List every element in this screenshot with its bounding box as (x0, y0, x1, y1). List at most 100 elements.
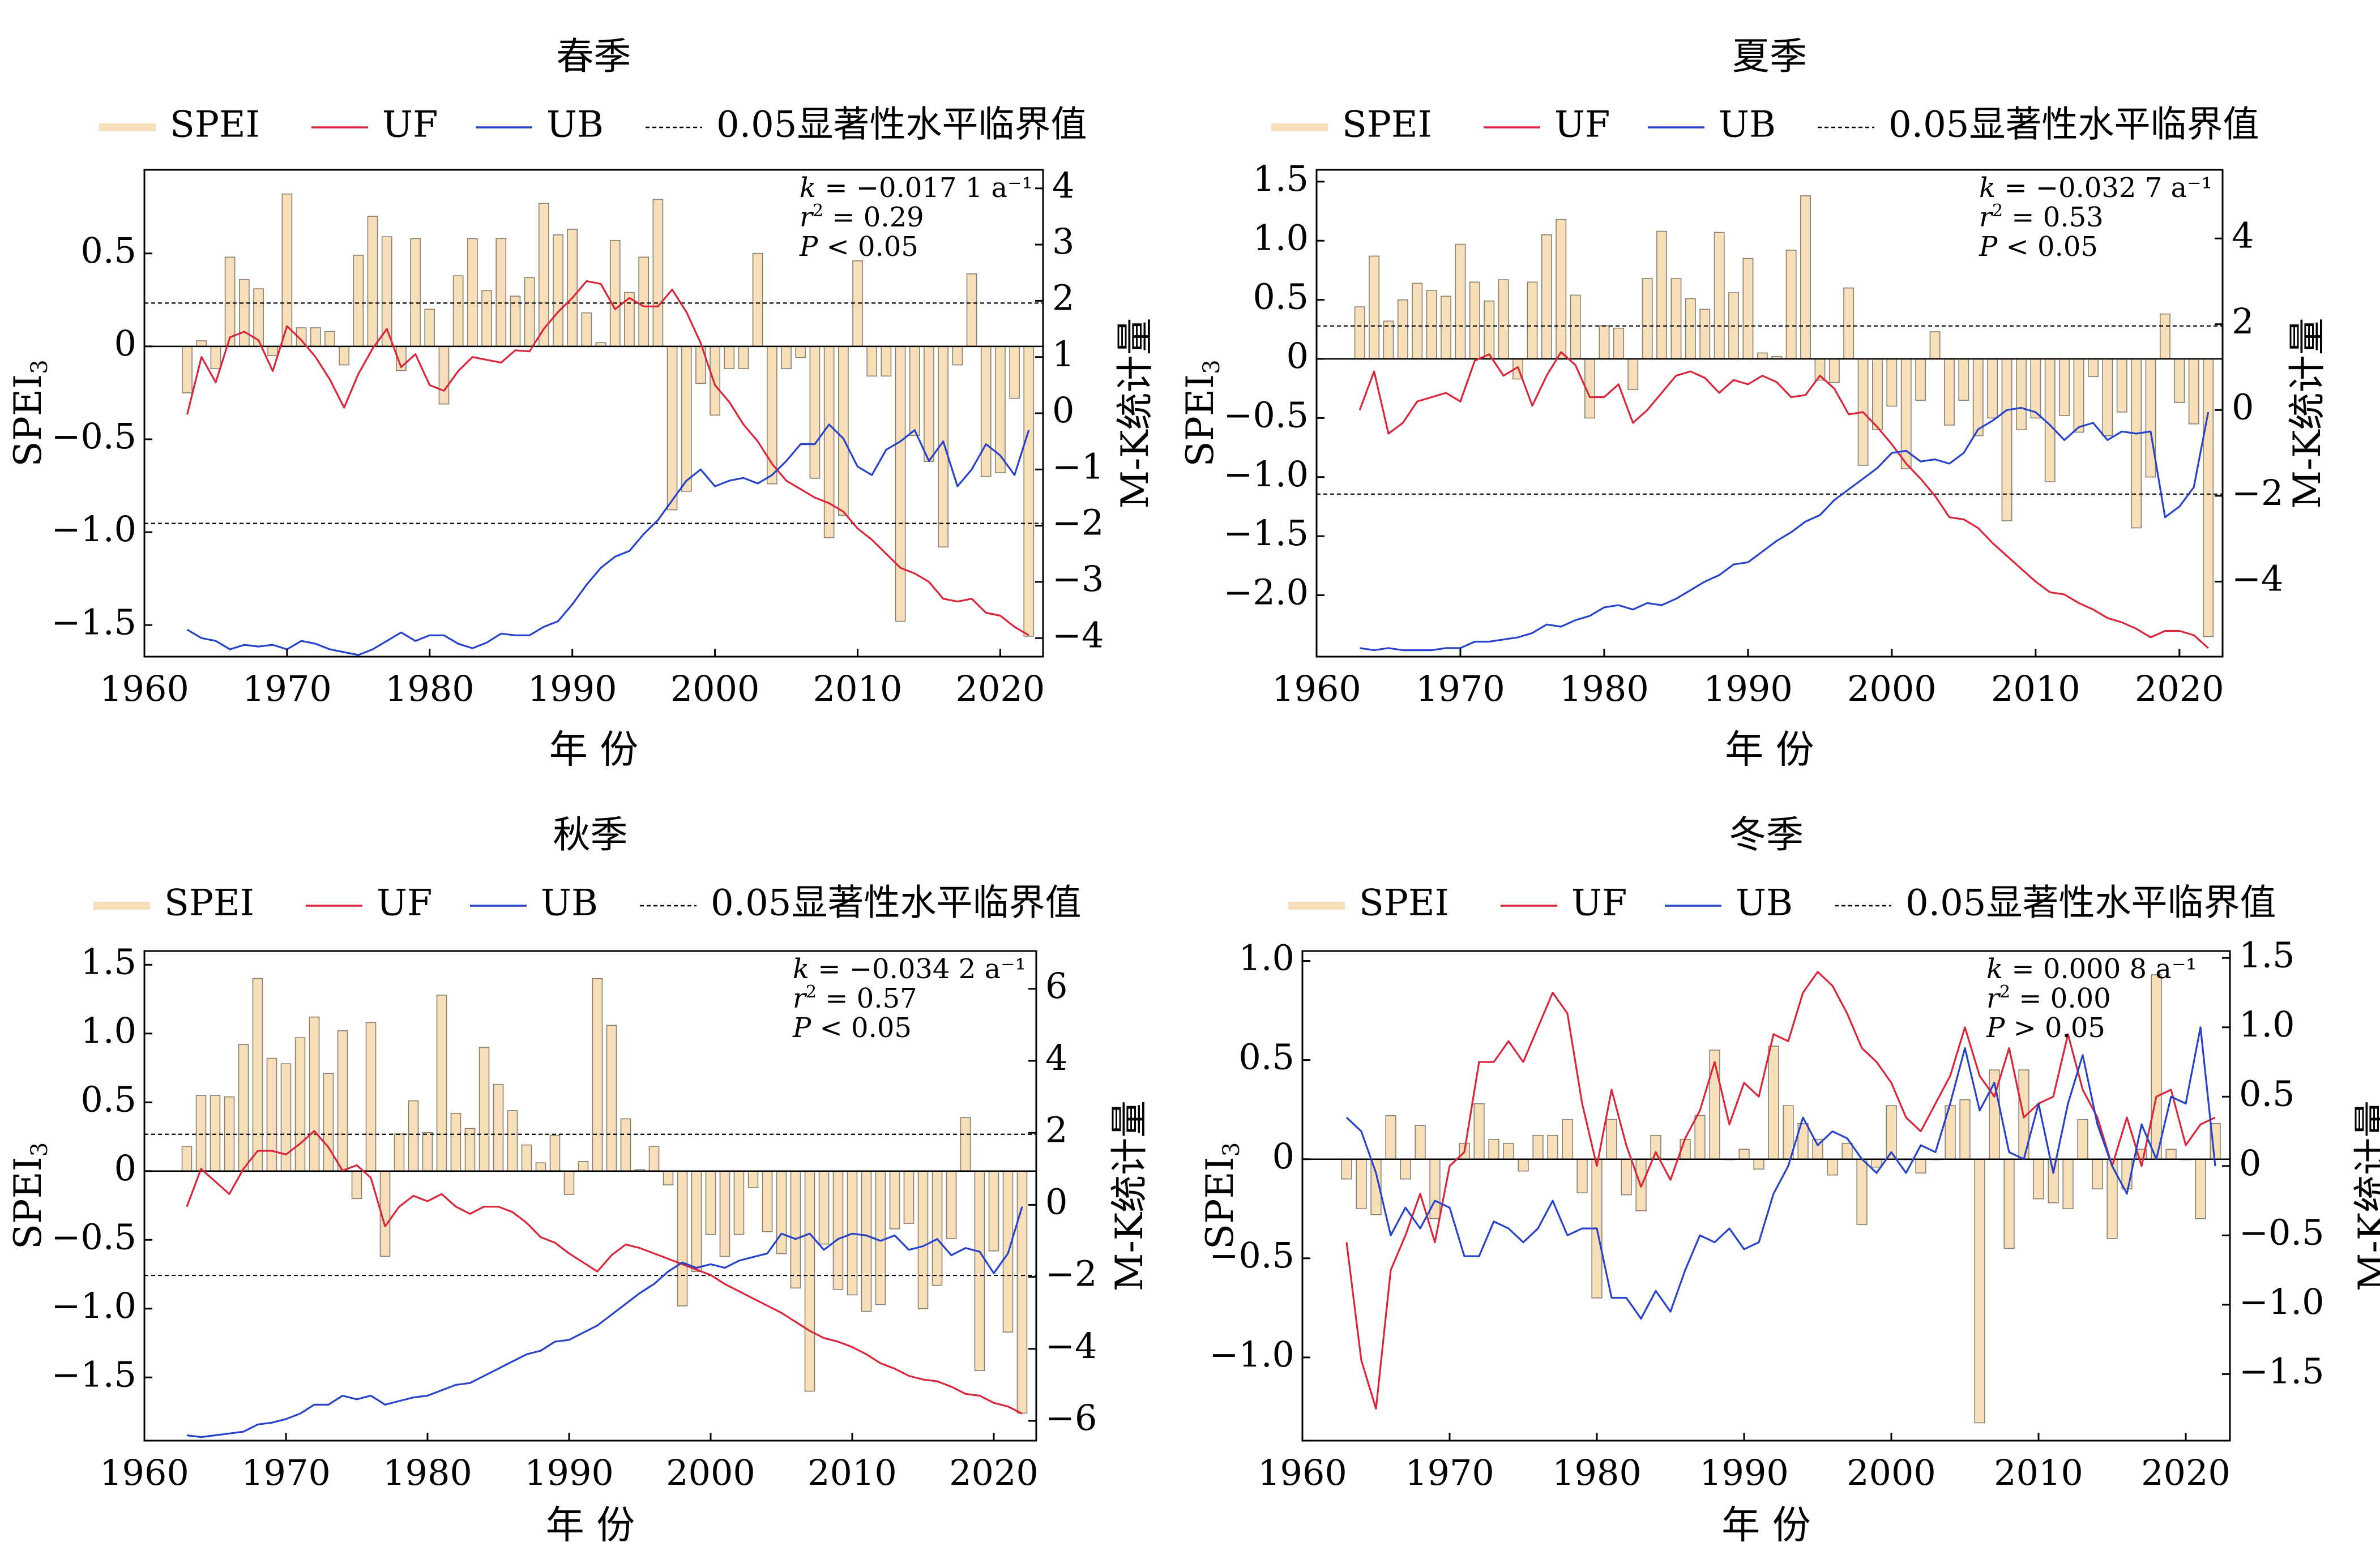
chart-title: 夏季 (1732, 35, 1807, 78)
spei-bar (310, 327, 321, 347)
plot-frame (143, 950, 1037, 1442)
y-left-tick-label: −1.5 (51, 1353, 136, 1395)
spei-bar (2160, 313, 2170, 359)
spei-bar (1429, 1158, 1441, 1219)
stat-r2: r2 = 0.00 (1986, 982, 2111, 1014)
y-left-tick-label: −0.5 (1223, 394, 1309, 435)
y-left-label-main: SPEI (6, 374, 50, 467)
spei-bar (804, 1171, 815, 1392)
spei-bar (339, 345, 349, 366)
legend-label-spei: SPEI (164, 883, 254, 924)
stats-annotation: k = −0.034 2 a⁻¹r2 = 0.57P < 0.05 (792, 953, 1026, 1044)
spei-bar (365, 1022, 377, 1172)
spei-bar (436, 995, 447, 1172)
x-tick-label: 1970 (241, 1452, 331, 1493)
spei-bar (1656, 230, 1667, 359)
spei-bar (467, 238, 478, 347)
stat-r2: r2 = 0.53 (1979, 201, 2104, 233)
x-tick-label: 1970 (1416, 668, 1505, 709)
chart-panel-0: 春季 SPEI UF UB 0.05显著性水平临界值 −1.5 −1.0 −0.5 0 0.5 −4… (6, 35, 1157, 773)
spei-bar (681, 345, 692, 492)
spei-bar (988, 1171, 999, 1252)
spei-bar (2048, 1158, 2059, 1203)
spei-bar (1383, 320, 1394, 359)
y-right-tick-label: 6 (1045, 965, 1067, 1006)
spei-bar (1972, 358, 1984, 436)
spei-bar (408, 1100, 419, 1172)
y-right-tick-label: 0 (2239, 1142, 2261, 1184)
y-left-tick-label: −0.5 (1209, 1235, 1294, 1276)
spei-bar (592, 978, 603, 1172)
legend: SPEI UF UB 0.05显著性水平临界值 (1271, 104, 2259, 146)
spei-bar (790, 1171, 801, 1289)
y-left-tick-label: −1.0 (51, 1285, 136, 1326)
spei-bar (2030, 358, 2041, 419)
chart-panel-1: 夏季 SPEI UF UB 0.05显著性水平临界值 −2.0 −1.5 −1.0 −0.5 0 0… (1178, 35, 2329, 773)
spei-bar (450, 1112, 462, 1172)
stat-k: k = 0.000 8 a⁻¹ (1986, 953, 2197, 985)
stat-p-label: P (792, 1012, 811, 1044)
spei-bar (2092, 1158, 2103, 1189)
spei-bar (481, 290, 492, 347)
spei-bar (1613, 327, 1624, 359)
spei-bar (1455, 243, 1466, 359)
spei-bar (1009, 345, 1020, 399)
spei-bar (2165, 1149, 2177, 1160)
spei-bar (1397, 299, 1408, 359)
x-tick-label: 1960 (100, 668, 189, 709)
uf-line (186, 280, 1029, 636)
stat-r2-value: = 0.57 (817, 983, 917, 1014)
spei-bar (2033, 1158, 2044, 1200)
spei-bar (980, 345, 992, 477)
spei-bar (2102, 358, 2113, 436)
uf-line (1345, 971, 2216, 1410)
y-right-tick-label: 0 (2232, 386, 2254, 427)
plot-frame (1315, 169, 2224, 658)
x-tick-label: 2000 (1847, 1452, 1936, 1493)
ub-line (186, 1206, 1023, 1438)
spei-bar (2077, 1119, 2088, 1160)
spei-bar (478, 1047, 490, 1172)
stat-p: P > 0.05 (1986, 1012, 2105, 1044)
ub-line (1359, 406, 2210, 652)
y-left-tick-label: 0.5 (80, 230, 136, 271)
spei-bar (1753, 1158, 1764, 1170)
y-right-tick-label: −4 (1045, 1325, 1097, 1367)
spei-bar (2145, 358, 2156, 478)
x-tick-label: 1990 (528, 668, 617, 709)
spei-bar (909, 345, 920, 436)
spei-bar (521, 1144, 532, 1172)
stat-p: P < 0.05 (799, 231, 918, 263)
spei-bar (903, 1171, 915, 1224)
y-left-label-sub: 3 (27, 1142, 53, 1156)
y-left-tick-label: 1.5 (80, 941, 136, 982)
stat-k-value: = −0.034 2 a⁻¹ (809, 953, 1026, 985)
stat-r2: r2 = 0.57 (793, 982, 917, 1014)
spei-bar (2059, 358, 2070, 416)
x-tick-label: 1980 (385, 668, 475, 709)
stat-p-value: < 0.05 (811, 1012, 912, 1044)
x-tick-label: 1980 (383, 1452, 472, 1493)
stat-k: k = −0.032 7 a⁻¹ (1979, 172, 2212, 204)
spei-bar (1532, 1134, 1544, 1160)
y-right-label: M-K统计量 (1108, 1100, 1151, 1291)
y-right-tick-label: 4 (1045, 1037, 1067, 1078)
spei-bar (861, 1171, 872, 1312)
spei-bar (638, 256, 649, 347)
spei-bar (553, 234, 563, 347)
spei-bar (1627, 358, 1639, 391)
y-right-tick-label: −3 (1052, 558, 1104, 599)
spei-bar (795, 345, 806, 358)
y-right-label: M-K统计量 (2285, 318, 2329, 508)
y-right-label: M-K统计量 (2351, 1100, 2380, 1291)
spei-bar (2016, 358, 2027, 430)
y-left-label-sub: 3 (1199, 359, 1225, 374)
spei-bar (1541, 234, 1552, 359)
spei-bar (924, 345, 934, 462)
spei-bar (1023, 345, 1035, 637)
spei-bar (1827, 1158, 1838, 1176)
x-tick-label: 2020 (2141, 1452, 2231, 1493)
spei-bar (2003, 1158, 2015, 1249)
uf-line (1358, 351, 2209, 649)
stat-p-label: P (1979, 231, 1998, 263)
